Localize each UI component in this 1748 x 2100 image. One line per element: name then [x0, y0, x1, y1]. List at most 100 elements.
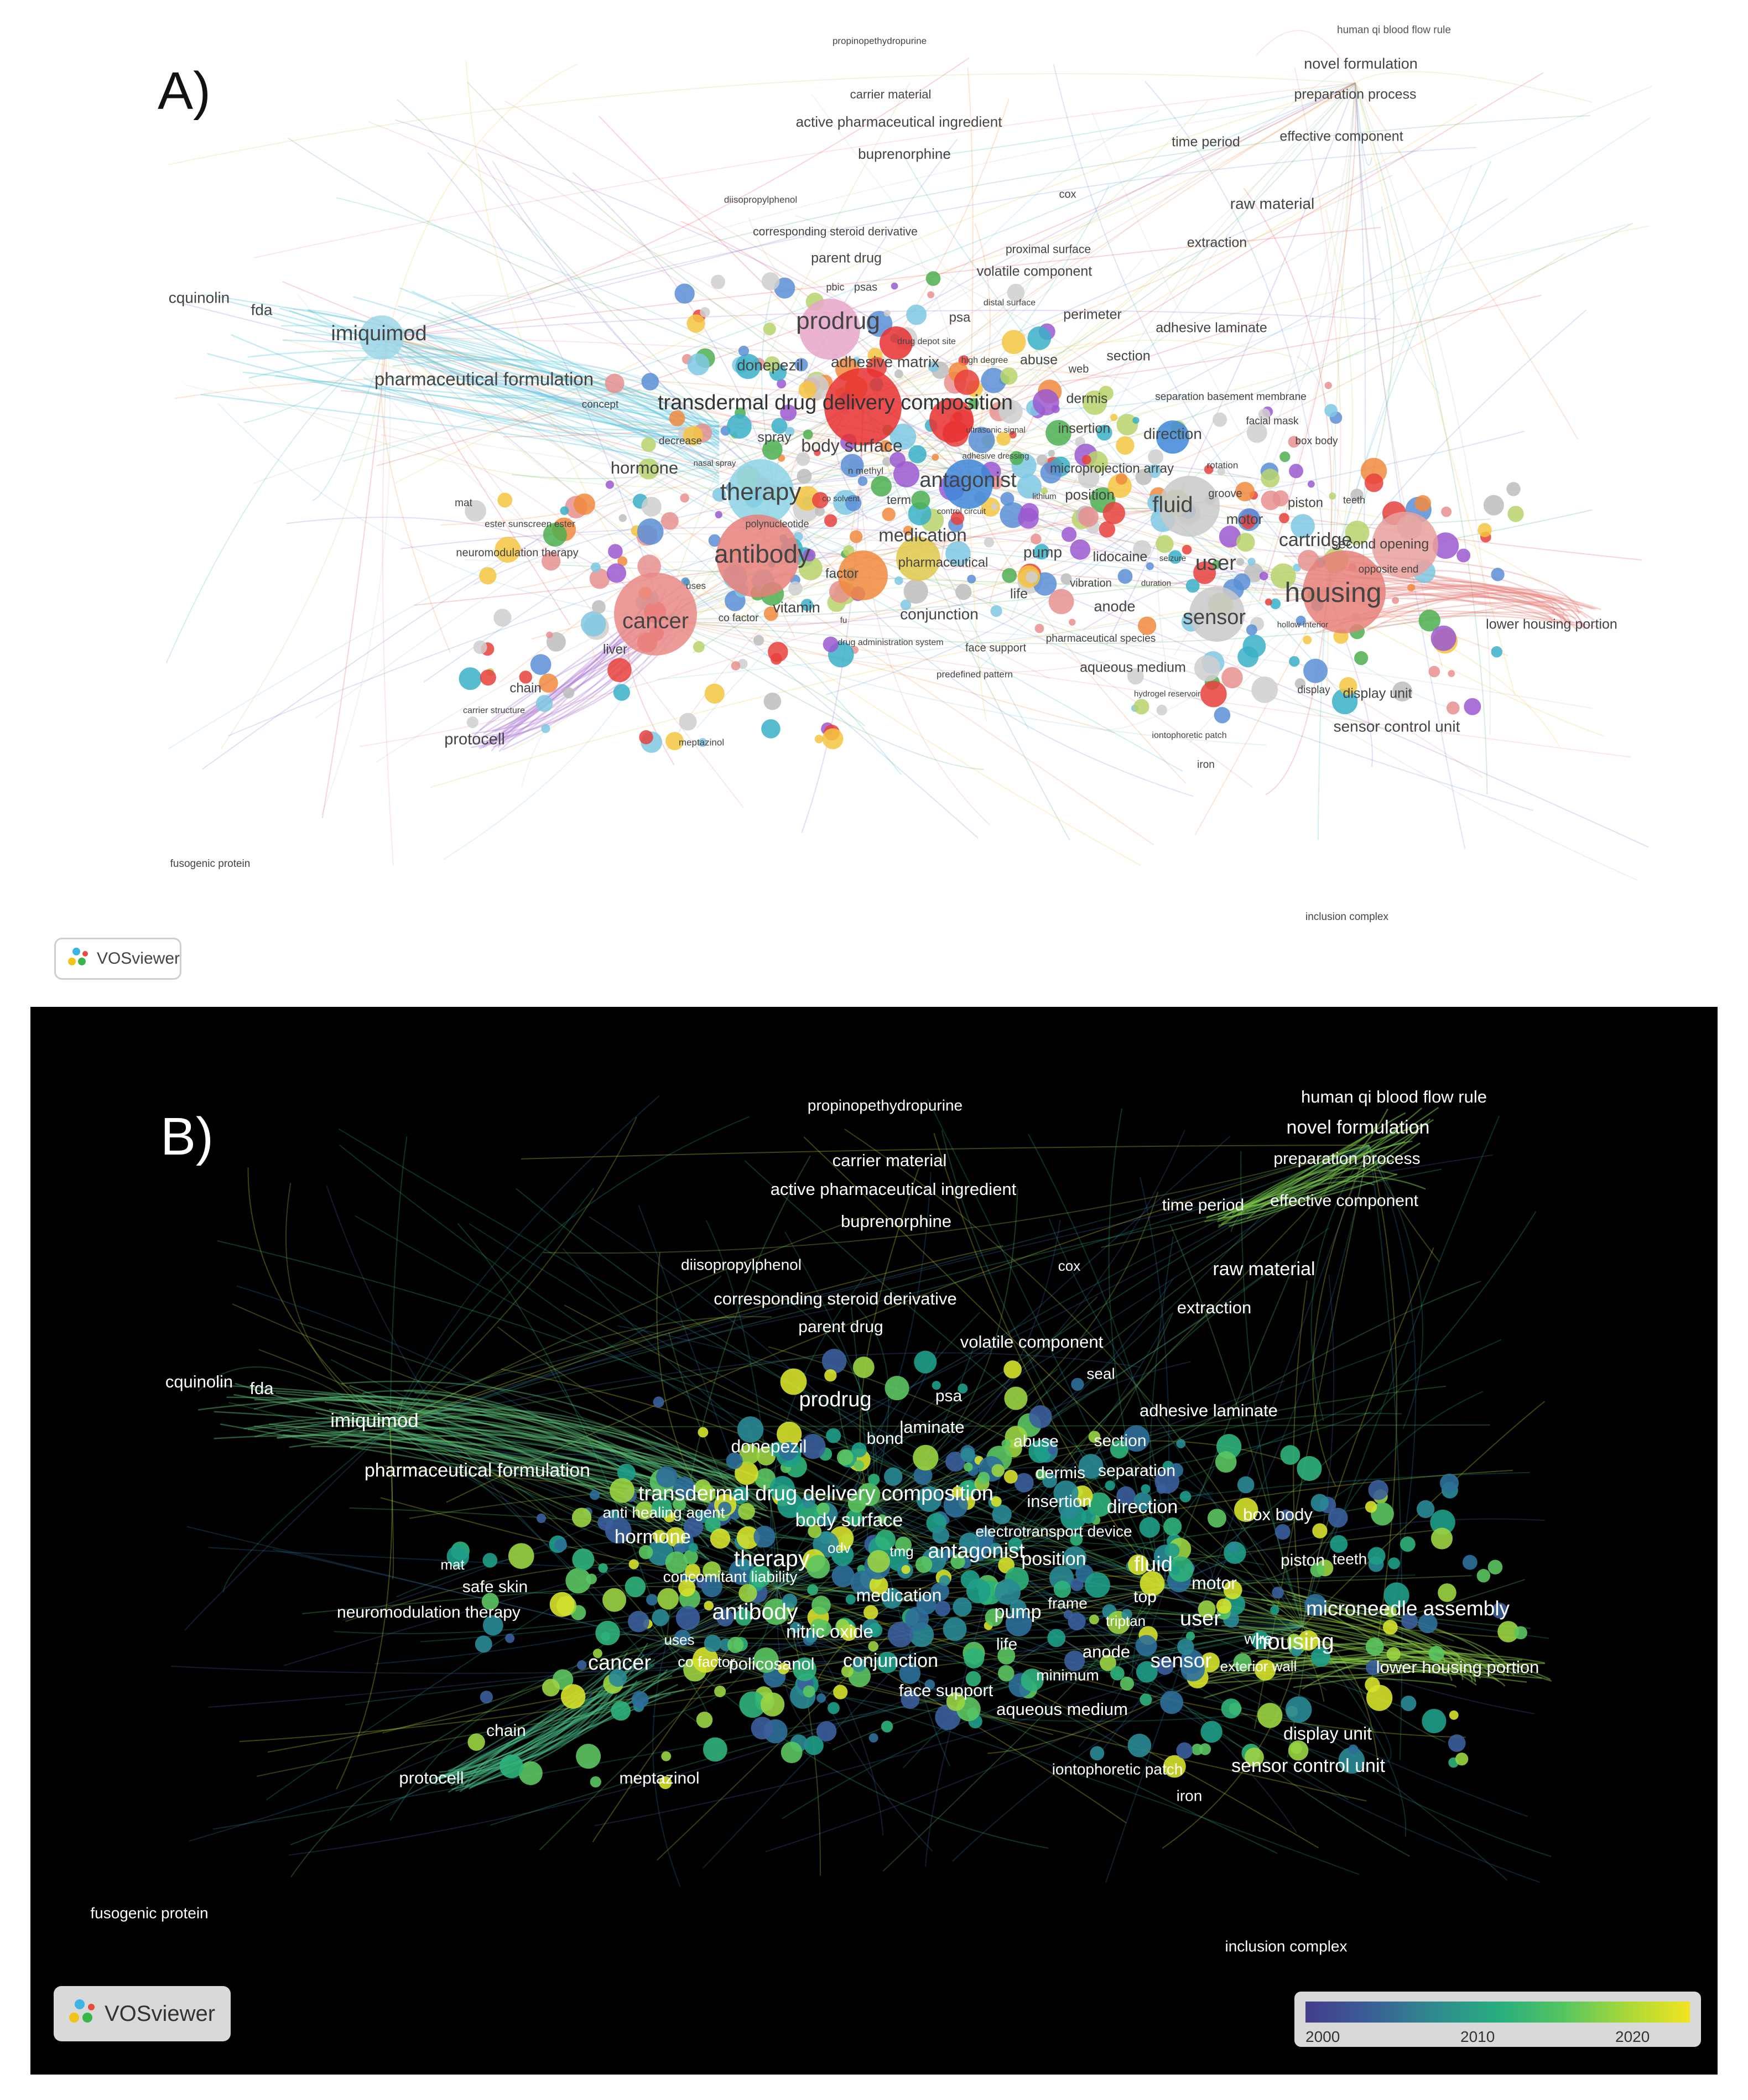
term-node[interactable] — [967, 574, 976, 584]
term-node[interactable] — [1017, 474, 1042, 499]
term-node[interactable] — [779, 1442, 798, 1461]
term-node[interactable] — [906, 304, 927, 325]
term-node[interactable] — [674, 1629, 691, 1646]
term-node[interactable] — [797, 469, 812, 484]
term-node[interactable] — [1312, 1523, 1328, 1538]
term-node[interactable] — [1081, 1509, 1096, 1524]
term-node[interactable] — [1064, 1650, 1085, 1671]
term-node[interactable] — [903, 579, 928, 604]
term-node[interactable] — [1464, 698, 1481, 715]
term-node-large[interactable] — [716, 514, 799, 597]
term-node[interactable] — [712, 487, 726, 502]
term-node[interactable] — [1164, 1543, 1180, 1558]
term-node[interactable] — [641, 437, 656, 452]
term-node[interactable] — [1497, 1621, 1519, 1642]
term-node[interactable] — [1386, 1647, 1401, 1661]
term-node[interactable] — [808, 1524, 822, 1538]
term-node[interactable] — [1176, 1439, 1186, 1449]
term-node[interactable] — [1304, 1594, 1327, 1616]
term-node[interactable] — [1354, 651, 1369, 666]
term-node-large[interactable] — [880, 326, 913, 360]
term-node[interactable] — [882, 507, 896, 521]
term-node[interactable] — [822, 728, 844, 750]
term-node[interactable] — [935, 1600, 951, 1616]
term-node[interactable] — [1384, 1605, 1397, 1618]
term-node[interactable] — [1099, 521, 1116, 538]
term-node[interactable] — [1310, 1562, 1325, 1577]
term-node[interactable] — [1288, 1740, 1309, 1761]
term-node[interactable] — [678, 1579, 696, 1597]
term-node[interactable] — [1339, 677, 1357, 695]
term-node[interactable] — [916, 1486, 942, 1512]
term-node[interactable] — [1031, 533, 1042, 545]
term-node[interactable] — [850, 530, 863, 543]
term-node[interactable] — [1163, 1755, 1186, 1778]
term-node[interactable] — [1156, 535, 1174, 553]
term-node[interactable] — [536, 1513, 547, 1524]
term-node[interactable] — [833, 1685, 848, 1699]
term-node[interactable] — [631, 1691, 649, 1708]
term-node[interactable] — [1033, 544, 1050, 560]
term-node[interactable] — [1120, 1676, 1135, 1691]
term-node[interactable] — [535, 695, 553, 712]
term-node[interactable] — [1036, 454, 1048, 466]
term-node[interactable] — [1430, 1527, 1453, 1550]
term-node[interactable] — [1279, 451, 1291, 462]
term-node[interactable] — [762, 1598, 789, 1625]
term-node[interactable] — [895, 1536, 912, 1553]
term-node[interactable] — [945, 1452, 965, 1472]
term-node[interactable] — [549, 1592, 575, 1617]
term-node[interactable] — [1042, 1473, 1057, 1488]
term-node[interactable] — [576, 1744, 601, 1769]
term-node[interactable] — [943, 1548, 953, 1558]
term-node[interactable] — [790, 1621, 802, 1633]
term-node[interactable] — [814, 735, 824, 744]
term-node[interactable] — [1455, 1752, 1469, 1766]
term-node[interactable] — [1438, 1583, 1456, 1602]
term-node[interactable] — [1021, 1668, 1044, 1692]
term-node-large[interactable] — [1156, 420, 1189, 454]
term-node[interactable] — [590, 562, 601, 573]
term-node[interactable] — [1018, 508, 1039, 529]
term-node[interactable] — [1123, 1425, 1150, 1452]
term-node[interactable] — [1000, 492, 1015, 506]
term-node[interactable] — [1446, 701, 1460, 715]
term-node[interactable] — [1507, 506, 1524, 522]
term-node[interactable] — [1003, 1360, 1022, 1379]
term-node[interactable] — [1003, 1469, 1018, 1484]
term-node[interactable] — [984, 537, 995, 548]
term-node[interactable] — [802, 1494, 815, 1509]
term-node[interactable] — [1177, 1638, 1194, 1656]
term-node[interactable] — [605, 373, 625, 393]
term-node[interactable] — [891, 282, 898, 290]
term-node[interactable] — [880, 440, 892, 453]
term-node-large[interactable] — [360, 315, 404, 360]
term-node[interactable] — [1422, 1708, 1447, 1734]
term-node[interactable] — [475, 1635, 492, 1653]
term-node[interactable] — [1009, 430, 1017, 439]
term-node[interactable] — [1047, 1629, 1066, 1647]
term-node[interactable] — [1133, 699, 1149, 715]
term-node[interactable] — [1117, 569, 1133, 584]
term-node[interactable] — [1329, 492, 1336, 500]
term-node[interactable] — [764, 356, 781, 372]
term-node[interactable] — [1514, 1626, 1528, 1640]
term-node[interactable] — [1116, 1486, 1136, 1506]
term-node[interactable] — [1324, 404, 1338, 418]
term-node[interactable] — [628, 1559, 639, 1569]
term-node[interactable] — [889, 451, 906, 468]
term-node[interactable] — [1213, 412, 1227, 427]
term-node[interactable] — [968, 398, 979, 409]
term-node[interactable] — [1132, 417, 1140, 424]
term-node[interactable] — [673, 1477, 695, 1499]
term-node[interactable] — [911, 490, 930, 510]
term-node[interactable] — [651, 1497, 672, 1518]
term-node[interactable] — [586, 1573, 597, 1584]
term-node[interactable] — [565, 1568, 591, 1594]
term-node[interactable] — [704, 1634, 722, 1652]
term-node[interactable] — [1478, 523, 1492, 537]
term-node[interactable] — [589, 568, 610, 589]
term-node[interactable] — [1416, 1500, 1435, 1519]
term-node[interactable] — [771, 418, 788, 434]
term-node[interactable] — [1491, 568, 1505, 581]
